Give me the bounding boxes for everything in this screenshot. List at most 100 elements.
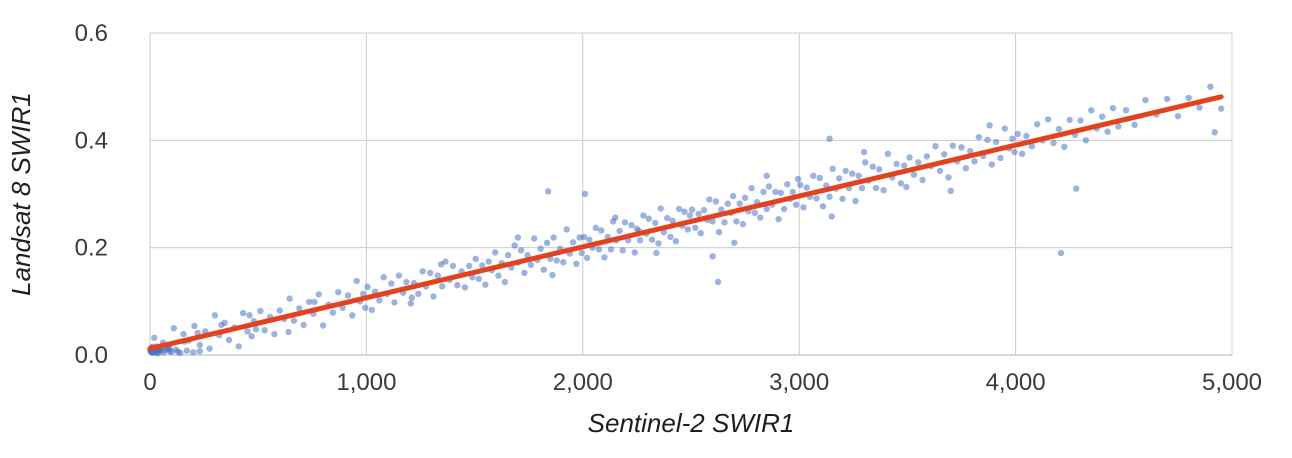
y-tick-label: 0.0: [75, 342, 108, 369]
scatter-point: [454, 282, 461, 289]
scatter-point: [839, 195, 846, 202]
scatter-point: [655, 240, 662, 247]
scatter-point: [1044, 116, 1052, 123]
scatter-point: [485, 258, 492, 265]
scatter-point: [962, 165, 969, 172]
scatter-point: [936, 167, 944, 175]
scatter-point: [563, 226, 570, 233]
scatter-point: [855, 172, 862, 179]
scatter-point: [992, 138, 1000, 146]
scatter-point: [196, 348, 203, 355]
scatter-point: [475, 275, 483, 282]
scatter-point: [151, 334, 158, 341]
scatter-point: [329, 309, 337, 316]
scatter-point: [741, 194, 749, 201]
scatter-point: [733, 218, 740, 225]
scatter-point: [553, 257, 560, 264]
scatter-point: [858, 184, 866, 192]
scatter-point: [449, 262, 457, 270]
scatter-point: [884, 150, 892, 157]
scatter-point: [686, 212, 694, 219]
scatter-point: [514, 234, 522, 241]
scatter-point: [803, 184, 810, 191]
scatter-point: [1009, 135, 1016, 142]
scatter-point: [362, 304, 369, 311]
scatter-point: [880, 187, 887, 194]
scatter-point: [777, 189, 784, 197]
scatter-point: [669, 217, 676, 224]
scatter-point: [724, 200, 731, 207]
scatter-point: [244, 328, 251, 335]
y-tick-label: 0.4: [75, 127, 108, 154]
scatter-point: [826, 193, 833, 200]
scatter-point: [932, 143, 939, 150]
scatter-point: [1055, 125, 1063, 133]
scatter-point: [344, 292, 352, 299]
scatter-point: [1011, 148, 1018, 156]
scatter-point: [619, 247, 626, 254]
scatter-point: [586, 236, 593, 243]
scatter-point: [1050, 139, 1057, 147]
scatter-point: [616, 227, 623, 235]
scatter-point: [819, 203, 827, 210]
scatter-point: [549, 271, 556, 279]
scatter-point: [709, 253, 716, 260]
scatter-point: [311, 298, 318, 306]
scatter-point: [183, 347, 190, 354]
scatter-point: [1023, 132, 1030, 140]
scatter-point: [730, 192, 737, 200]
scatter-point: [941, 151, 948, 158]
scatter-point: [315, 291, 322, 298]
scatter-point: [248, 333, 255, 340]
scatter-point: [427, 269, 434, 277]
scatter-point: [170, 325, 177, 332]
scatter-point: [748, 184, 755, 192]
scatter-point: [967, 147, 974, 155]
scatter-point: [872, 184, 880, 192]
scatter-point: [492, 249, 499, 256]
scatter-point: [415, 290, 422, 297]
scatter-point: [305, 298, 313, 306]
scatter-point: [472, 255, 479, 263]
scatter-point: [437, 261, 445, 268]
scatter-point: [388, 280, 395, 287]
y-tick-label: 0.2: [75, 235, 108, 262]
scatter-point: [466, 262, 473, 270]
scatter-point: [1014, 130, 1021, 138]
scatter-point: [218, 321, 225, 329]
scatter-point: [836, 175, 843, 182]
scatter-point: [353, 277, 360, 285]
scatter-point: [816, 174, 823, 182]
scatter-point: [286, 295, 293, 302]
scatter-point: [910, 171, 918, 178]
scatter-point: [349, 312, 356, 319]
x-tick-label: 0: [143, 369, 156, 396]
scatter-point: [849, 170, 856, 177]
scatter-point: [1131, 121, 1138, 128]
scatter-point: [196, 341, 203, 348]
scatter-point: [573, 260, 580, 267]
scatter-point: [1066, 116, 1073, 124]
scatter-point: [543, 239, 551, 246]
scatter-point: [901, 162, 908, 169]
scatter-point: [797, 181, 804, 189]
scatter-point: [997, 154, 1004, 162]
x-tick-label: 1,000: [336, 369, 396, 396]
scatter-point: [813, 195, 820, 202]
scatter-point: [246, 312, 253, 319]
scatter-point: [521, 269, 528, 277]
scatter-point: [842, 167, 849, 175]
scatter-point: [527, 261, 535, 268]
scatter-point: [739, 220, 747, 228]
scatter-point: [640, 212, 647, 219]
scatter-point: [285, 328, 292, 336]
scatter-point: [919, 176, 926, 184]
scatter-point: [975, 133, 982, 141]
scatter-point: [906, 154, 913, 161]
scatter-point: [631, 249, 638, 256]
scatter-point: [621, 219, 629, 226]
scatter-point: [971, 158, 978, 165]
scatter-point: [403, 278, 410, 286]
scatter-point: [636, 237, 644, 244]
scatter-point: [560, 259, 567, 266]
